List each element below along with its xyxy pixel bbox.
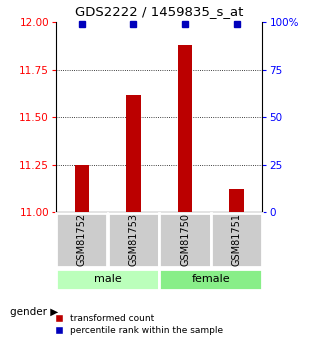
FancyBboxPatch shape bbox=[108, 213, 159, 267]
Text: female: female bbox=[191, 275, 230, 284]
Text: GSM81751: GSM81751 bbox=[232, 213, 242, 266]
Legend: transformed count, percentile rank within the sample: transformed count, percentile rank withi… bbox=[46, 311, 227, 339]
FancyBboxPatch shape bbox=[211, 213, 262, 267]
Bar bbox=[178, 45, 192, 212]
FancyBboxPatch shape bbox=[159, 268, 262, 290]
FancyBboxPatch shape bbox=[56, 213, 107, 267]
Bar bbox=[75, 165, 89, 212]
Text: GSM81752: GSM81752 bbox=[77, 213, 87, 266]
Text: GSM81750: GSM81750 bbox=[180, 213, 190, 266]
Bar bbox=[229, 189, 244, 212]
Text: gender ▶: gender ▶ bbox=[10, 307, 58, 317]
Text: male: male bbox=[94, 275, 122, 284]
FancyBboxPatch shape bbox=[56, 268, 159, 290]
Title: GDS2222 / 1459835_s_at: GDS2222 / 1459835_s_at bbox=[75, 6, 244, 19]
FancyBboxPatch shape bbox=[159, 213, 211, 267]
Text: GSM81753: GSM81753 bbox=[128, 213, 139, 266]
Bar bbox=[126, 95, 140, 212]
